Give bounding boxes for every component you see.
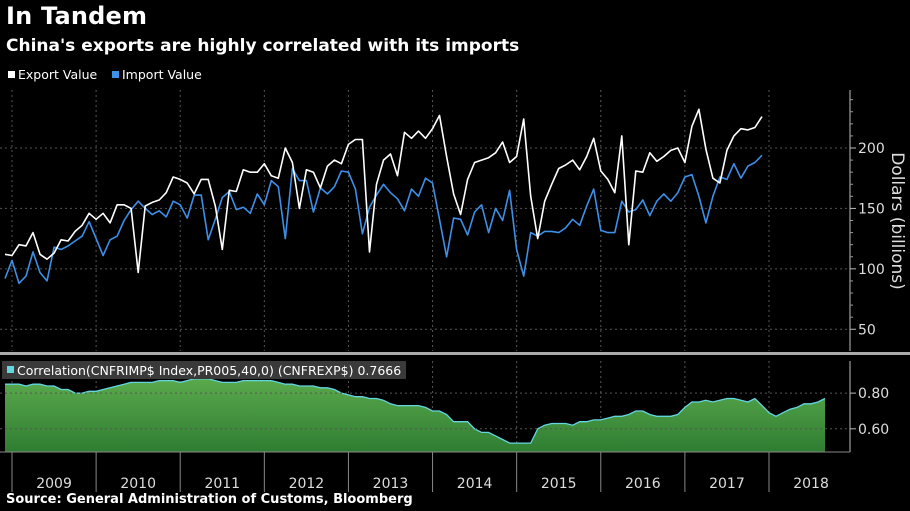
correlation-line [5, 378, 826, 444]
series-line-export-value [4, 108, 763, 274]
x-tick-label: 2015 [541, 476, 577, 492]
x-tick-label: 2009 [36, 476, 72, 492]
ytick-label: 150 [858, 201, 885, 217]
series-line-import-value [4, 154, 763, 285]
ytick-label: 50 [858, 322, 876, 338]
x-tick-label: 2013 [373, 476, 409, 492]
ytick-label: 100 [858, 262, 885, 278]
legend-label-import-value: Import Value [122, 67, 202, 82]
x-tick-label: 2011 [204, 476, 240, 492]
x-tick-label: 2016 [625, 476, 661, 492]
x-axis: 2009 2010 2011 2012 2013 2014 2015 2016 2017 2018 [0, 451, 850, 492]
chart-title: In Tandem [6, 2, 148, 30]
chart-subtitle: China's exports are highly correlated wi… [6, 36, 520, 56]
legend-swatch-export-value [8, 71, 15, 78]
ytick-label: 0.60 [858, 422, 889, 438]
x-tick-label: 2014 [457, 476, 493, 492]
x-tick-label: 2010 [120, 476, 156, 492]
legend-label-export-value: Export Value [18, 67, 98, 82]
correlation-area [5, 378, 825, 452]
source-note: Source: General Administration of Custom… [6, 492, 413, 507]
correlation-panel: 0.60 0.80 Correlation(CNFRIMP$ Index,PR005… [0, 352, 910, 452]
x-tick-label: 2017 [709, 476, 745, 492]
correlation-legend-box [2, 361, 406, 379]
panel-separator [0, 352, 910, 355]
x-tick-label: 2018 [793, 476, 829, 492]
x-tick-label: 2012 [289, 476, 325, 492]
y-axis-label: Dollars (billions) [887, 152, 907, 290]
ytick-label: 200 [858, 141, 885, 157]
legend-swatch-correlation [7, 366, 14, 373]
legend-label-correlation: Correlation(CNFRIMP$ Index,PR005,40,0) (… [17, 363, 401, 378]
legend: Export Value Import Value [8, 67, 202, 82]
legend-swatch-import-value [112, 71, 119, 78]
ytick-label: 0.80 [858, 386, 889, 402]
